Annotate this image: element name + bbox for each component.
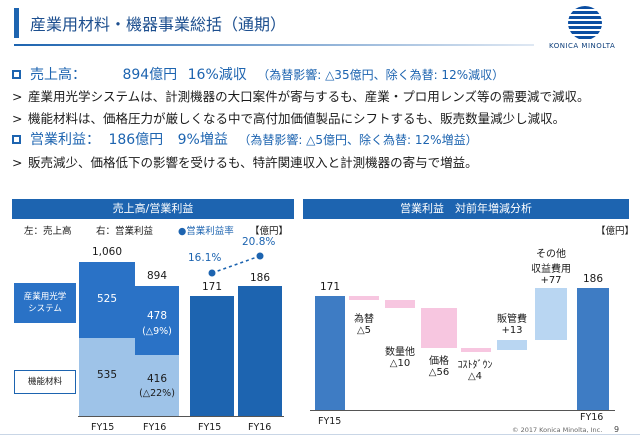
wf-bar-cost: [461, 348, 491, 352]
right-chart-axis: [310, 410, 615, 411]
caption-rate: ●営業利益率: [178, 226, 234, 237]
value-materials-fy16: 416: [146, 373, 168, 385]
rate-label-fy16: 20.8%: [242, 236, 276, 248]
bullet-text: 産業用光学システムは、計測機器の大口案件が寄与するも、産業・プロ用レンズ等の需要…: [28, 89, 590, 104]
konica-minolta-logo-icon: [568, 6, 602, 40]
bar-materials-fy16: [135, 355, 179, 416]
bullet-profit: > 販売減少、価格低下の影響を受けるも、特許関連収入と計測機器の寄与で増益。: [12, 152, 478, 171]
rate-line: [211, 255, 261, 274]
caption-sales: 左：売上高: [24, 226, 72, 237]
op-label: 営業利益：: [30, 132, 100, 148]
rate-point-fy15: [208, 269, 216, 277]
title-accent-bar: [14, 8, 19, 38]
sales-summary: 売上高： 894億円 16%減収 （為替影響: △35億円、除く為替: 12%減…: [12, 64, 504, 84]
wf-label-other: その他 収益費用 +77: [531, 249, 571, 286]
arrow-bullet-icon: >: [12, 155, 23, 170]
rate-line-chart: [208, 252, 264, 277]
left-panel-heading: 売上高/営業利益: [12, 199, 294, 219]
wf-label-fx: 為替 △5: [354, 314, 374, 336]
footer-rule: [0, 434, 640, 435]
rate-point-fy16: [256, 252, 264, 260]
arrow-bullet-icon: >: [12, 89, 23, 104]
bullet-text: 機能材料は、価格圧力が厳しくなる中で高付加価値製品にシフトするも、販売数量減少し…: [28, 111, 566, 126]
value-materials-fy15: 535: [96, 369, 118, 381]
xlabel-sales-fy16: FY16: [143, 422, 167, 433]
xlabel-profit-fy15: FY15: [198, 422, 222, 433]
bar-materials-fy15: [79, 338, 135, 416]
value-profit-fy15: 171: [201, 281, 223, 293]
bullet-text: 販売減少、価格低下の影響を受けるも、特許関連収入と計測機器の寄与で増益。: [28, 155, 478, 170]
wf-label-volume: 数量他 △10: [385, 347, 415, 369]
left-chart-axis: [78, 416, 284, 417]
wf-bar-start: [315, 296, 345, 410]
op-value: 186億円: [108, 132, 164, 148]
total-label-fy15: 1,060: [91, 246, 123, 258]
logo-text: KONICA MINOLTA: [549, 42, 616, 50]
right-panel-heading: 営業利益 対前年増減分析: [303, 199, 629, 219]
wf-bar-sga: [497, 340, 527, 350]
sales-value: 894億円: [122, 67, 178, 83]
wf-bar-other: [535, 288, 567, 340]
value-optical-fy16: 478: [146, 310, 168, 322]
left-unit-label: 【億円】: [250, 226, 289, 237]
total-label-fy16: 894: [146, 270, 168, 282]
wf-bar-volume: [385, 300, 415, 308]
sales-note: （為替影響: △35億円、除く為替: 12%減収）: [257, 68, 505, 82]
wf-bar-end: [577, 288, 609, 410]
op-summary: 営業利益： 186億円 9%増益 （為替影響: △5億円、除く為替: 12%増益…: [12, 129, 478, 149]
change-optical-fy16: (△9%): [142, 326, 172, 337]
page-title: 産業用材料・機器事業総括（通期）: [30, 15, 287, 34]
wf-label-start: 171: [319, 281, 341, 293]
wf-label-cost: ｺｽﾄﾀﾞｳﾝ △4: [457, 360, 493, 382]
bullet-materials: > 機能材料は、価格圧力が厳しくなる中で高付加価値製品にシフトするも、販売数量減少…: [12, 108, 565, 127]
wf-xlabel-end: FY16: [580, 412, 604, 423]
wf-label-price: 価格 △56: [428, 356, 450, 378]
legend-optical: 産業用光学 システム: [14, 283, 76, 323]
copyright: © 2017 Konica Minolta, Inc.: [512, 426, 603, 434]
wf-bar-fx: [349, 296, 379, 300]
arrow-bullet-icon: >: [12, 111, 23, 126]
xlabel-sales-fy15: FY15: [91, 422, 115, 433]
legend-materials: 機能材料: [14, 370, 76, 394]
sales-change: 16%減収: [187, 67, 247, 83]
right-unit-label: 【億円】: [596, 226, 635, 237]
wf-label-end: 186: [582, 273, 604, 285]
wf-bar-price: [421, 308, 457, 348]
square-bullet-icon: [12, 135, 21, 144]
op-note: （為替影響: △5億円、除く為替: 12%増益）: [238, 133, 478, 147]
page-number: 9: [614, 425, 620, 434]
bullet-optical: > 産業用光学システムは、計測機器の大口案件が寄与するも、産業・プロ用レンズ等の需…: [12, 86, 590, 105]
value-profit-fy16: 186: [249, 272, 271, 284]
title-divider: [14, 44, 534, 46]
wf-xlabel-start: FY15: [318, 416, 342, 427]
wf-label-sga: 販管費 +13: [497, 314, 527, 336]
op-change: 9%増益: [177, 132, 228, 148]
bar-optical-fy15: [79, 262, 135, 338]
square-bullet-icon: [12, 70, 21, 79]
bar-profit-fy16: [238, 286, 282, 416]
bar-optical-fy16: [135, 286, 179, 355]
rate-label-fy15: 16.1%: [188, 252, 222, 264]
value-optical-fy15: 525: [96, 293, 118, 305]
bar-profit-fy15: [190, 296, 234, 416]
sales-label: 売上高：: [30, 67, 86, 83]
xlabel-profit-fy16: FY16: [248, 422, 272, 433]
change-materials-fy16: (△22%): [139, 388, 175, 399]
caption-profit: 右：営業利益: [96, 226, 154, 237]
